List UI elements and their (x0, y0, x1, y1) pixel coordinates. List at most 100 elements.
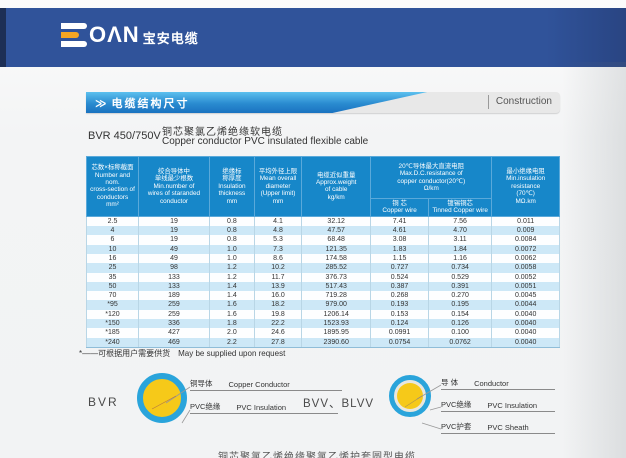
section-title-en: Construction (487, 95, 552, 109)
logo-chinese-text: 宝安电缆 (142, 31, 199, 46)
table-cell: 719.28 (301, 291, 372, 301)
table-cell: 259 (138, 300, 210, 310)
table-cell: 3.11 (427, 235, 493, 245)
section-title: ≫ 电缆结构尺寸 (95, 95, 190, 111)
section-bar-gradient (86, 92, 428, 113)
table-cell: 2.2 (208, 337, 255, 348)
table-cell: 2.5 (85, 216, 140, 227)
table-cell: 0.0072 (491, 244, 560, 254)
table-cell: 4.8 (253, 226, 303, 236)
table-cell: 0.8 (208, 235, 255, 245)
table-cell: 0.0040 (491, 309, 560, 320)
table-cell: 1895.95 (301, 328, 372, 338)
table-cell: 1.16 (427, 254, 493, 264)
table-row: 2.5 19 0.8 4.1 32.12 7.41 7.56 0.011 (85, 216, 560, 227)
table-cell: 0.0062 (491, 254, 560, 264)
table-cell: 22.2 (253, 319, 303, 329)
table-cell: 0.387 (370, 281, 429, 292)
table-cell: 19 (138, 235, 210, 245)
table-cell: 0.727 (370, 263, 429, 273)
table-cell: 0.0040 (491, 328, 560, 338)
table-cell: 16 (85, 254, 140, 264)
product-name-en: Copper conductor PVC insulated flexible … (162, 136, 369, 147)
table-cell: 7.41 (370, 216, 429, 227)
table-cell: 19 (138, 216, 210, 227)
table-cell: 98 (138, 263, 210, 273)
table-cell: 4 (85, 226, 140, 236)
part-label-cn: 铜导体 (190, 379, 213, 388)
table-cell: *95 (85, 300, 140, 310)
table-cell: 0.195 (427, 300, 493, 310)
table-cell: 174.58 (301, 254, 372, 264)
table-row: *95 259 1.6 18.2 979.00 0.193 0.195 0.0044 (85, 300, 560, 310)
col-header-min-insulation: 最小绝缘电阻 Min.insulation resistance (70℃) M… (491, 156, 560, 217)
table-cell: 50 (85, 281, 140, 292)
part-label-cn: PVC护套 (441, 422, 472, 431)
table-cell: 0.734 (427, 263, 493, 273)
table-cell: 189 (138, 291, 210, 301)
logo-latin-text: OΛN (89, 22, 140, 47)
table-cell: 0.8 (208, 226, 255, 236)
col-header-diameter: 平均外径上限 Mean overall diameter (Upper limi… (253, 156, 303, 217)
bvv-diagram-label: BVV、BLVV (303, 398, 375, 410)
table-cell: 1.6 (208, 300, 255, 310)
table-cell: 0.0052 (491, 272, 560, 282)
chevron-icon: ≫ (95, 98, 107, 110)
bvr-cross-section-diagram (137, 373, 187, 423)
banner-left-edge (0, 8, 6, 67)
bvv-part-label-conductor: 导 体 Conductor (441, 377, 555, 390)
table-cell: 27.8 (253, 337, 303, 348)
table-cell: 7.3 (253, 244, 303, 254)
table-cell: 13.9 (253, 281, 303, 292)
table-cell: 0.0754 (370, 337, 429, 348)
table-cell: 18.2 (253, 300, 303, 310)
table-cell: *150 (85, 319, 140, 329)
product-model: BVR 450/750V (88, 130, 161, 142)
table-cell: 47.57 (301, 226, 372, 236)
spec-table-body: 2.5 19 0.8 4.1 32.12 7.41 7.56 0.011 4 19 0.8 4.8 47… (85, 216, 560, 348)
part-label-en: PVC Sheath (487, 423, 529, 432)
table-cell: 7.56 (427, 216, 493, 227)
table-row: *120 259 1.6 19.8 1206.14 0.153 0.154 0.0040 (85, 309, 560, 320)
table-row: 25 98 1.2 10.2 285.52 0.727 0.734 0.0058 (85, 263, 560, 273)
bvr-diagram-label: BVR (88, 395, 119, 409)
table-cell: 285.52 (301, 263, 372, 273)
table-cell: 16.0 (253, 291, 303, 301)
table-row: 16 49 1.0 8.6 174.58 1.15 1.16 0.0062 (85, 254, 560, 264)
table-cell: 0.0040 (491, 319, 560, 329)
table-cell: 8.6 (253, 254, 303, 264)
table-cell: 3.08 (370, 235, 429, 245)
table-row: *185 427 2.0 24.6 1895.95 0.0991 0.100 0.0040 (85, 328, 560, 338)
table-cell: 25 (85, 263, 140, 273)
col-subheader-tinned: 镀锡铜芯 Tinned Copper wire (427, 198, 493, 217)
part-label-en: PVC Insulation (236, 403, 287, 412)
table-cell: 0.0058 (491, 263, 560, 273)
page-edge-shadow (562, 62, 626, 458)
table-cell: 121.35 (301, 244, 372, 254)
table-cell: 0.009 (491, 226, 560, 236)
table-cell: 0.0991 (370, 328, 429, 338)
col-subheader-copper: 铜 芯 Copper wire (370, 198, 429, 217)
bvv-conductor-core (397, 383, 423, 409)
part-label-cn: 导 体 (441, 378, 459, 387)
table-cell: 133 (138, 272, 210, 282)
table-cell: 1.2 (208, 272, 255, 282)
table-cell: 4.70 (427, 226, 493, 236)
table-cell: 0.529 (427, 272, 493, 282)
table-cell: 6 (85, 235, 140, 245)
table-row: *240 469 2.2 27.8 2390.60 0.0754 0.0762 0.0040 (85, 337, 560, 348)
table-cell: 4.1 (253, 216, 303, 227)
table-cell: 1.84 (427, 244, 493, 254)
table-cell: 4.61 (370, 226, 429, 236)
table-cell: 32.12 (301, 216, 372, 227)
table-cell: 336 (138, 319, 210, 329)
bvr-part-label-insulation: PVC绝缘 PVC Insulation (190, 401, 338, 414)
table-cell: 1.4 (208, 281, 255, 292)
table-cell: 1.15 (370, 254, 429, 264)
table-cell: *185 (85, 328, 140, 338)
table-row: 70 189 1.4 16.0 719.28 0.268 0.270 0.0045 (85, 291, 560, 301)
section-title-cn: 电缆结构尺寸 (111, 98, 190, 110)
table-cell: 0.126 (427, 319, 493, 329)
table-row: 10 49 1.0 7.3 121.35 1.83 1.84 0.0072 (85, 244, 560, 254)
